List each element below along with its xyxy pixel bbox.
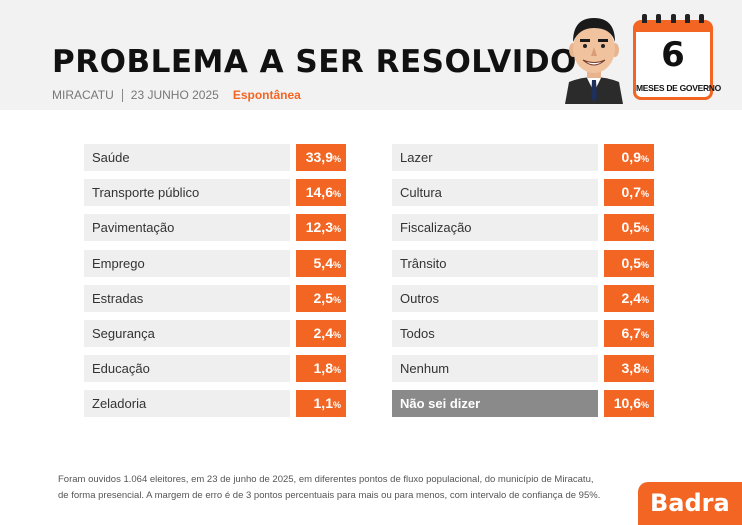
value-number: 33,9 [305,149,333,165]
right-column: Lazer 0,9% Cultura 0,7% Fiscalização 0,5% Trân… [392,144,654,426]
row-label: Cultura [392,179,598,207]
row-value: 33,9% [296,144,346,171]
months-number: 6 [661,35,685,75]
percent-unit: % [640,224,649,235]
row-value: 1,8% [296,355,346,383]
value-number: 10,6 [613,395,641,412]
row-value: 2,4% [604,284,654,312]
percent-unit: % [332,329,341,340]
row-value: 0,5% [604,249,654,277]
months-label: MESES DE GOVERNO [636,83,721,93]
value-number: 2,4 [621,289,641,306]
row-value: 1,1% [296,390,346,418]
percent-unit: % [640,154,649,164]
percent-unit: % [332,294,341,305]
row-value: 12,3% [296,214,346,242]
row-value: 3,8% [604,355,654,383]
value-number: 1,8 [313,360,333,377]
percent-unit: % [332,224,341,235]
brand-logo: Badra [638,482,742,525]
calendar-badge: 6 MESES DE GOVERNO [633,14,721,100]
city-label: MIRACATU [52,88,114,102]
percent-unit: % [640,294,649,305]
row-label: Zeladoria [84,390,290,418]
header-band: PROBLEMA A SER RESOLVIDO MIRACATU 23 JUN… [0,0,742,110]
date-label: 23 JUNHO 2025 [130,88,219,102]
percent-unit: % [332,400,341,411]
percent-unit: % [640,259,649,270]
value-number: 14,6 [305,184,333,201]
table-row: Pavimentação 12,3% [84,214,346,242]
page-title: PROBLEMA A SER RESOLVIDO [52,44,577,80]
percent-unit: % [332,259,341,270]
row-label: Educação [84,355,290,383]
footnote-line-1: Foram ouvidos 1.064 eleitores, em 23 de … [58,474,594,485]
row-value: 2,4% [296,319,346,347]
row-value: 10,6% [604,390,654,418]
mayor-caricature-icon [565,18,623,104]
value-number: 1,1 [313,395,333,412]
value-number: 2,5 [313,289,333,306]
percent-unit: % [332,154,341,164]
survey-type-label: Espontânea [232,88,301,102]
row-label: Segurança [84,319,290,347]
table-row: Fiscalização 0,5% [392,214,654,242]
row-label: Estradas [84,284,290,312]
calendar-rings-icon [642,14,704,28]
table-row: Estradas 2,5% [84,284,346,312]
row-label: Fiscalização [392,214,598,242]
table-row: Outros 2,4% [392,284,654,312]
value-number: 0,5 [621,219,641,236]
row-value: 0,9% [604,144,654,171]
value-number: 6,7 [621,324,641,341]
value-number: 3,8 [621,360,641,377]
percent-unit: % [640,189,649,200]
table-row: Todos 6,7% [392,319,654,347]
row-value: 2,5% [296,284,346,312]
row-label: Lazer [392,144,598,171]
value-number: 2,4 [313,324,333,341]
row-label: Pavimentação [84,214,290,242]
row-value: 0,5% [604,214,654,242]
row-label: Não sei dizer [392,390,598,418]
subtitle-line: MIRACATU 23 JUNHO 2025 Espontânea [52,88,301,102]
percent-unit: % [640,329,649,340]
row-value: 5,4% [296,249,346,277]
value-number: 5,4 [313,254,333,271]
separator [121,88,123,102]
value-number: 12,3 [305,219,333,236]
row-label: Transporte público [84,179,290,207]
table-row: Trânsito 0,5% [392,249,654,277]
table-row: Lazer 0,9% [392,144,654,171]
table-row: Transporte público 14,6% [84,179,346,207]
percent-unit: % [332,365,341,376]
calendar-top-bar [636,23,710,32]
table-row: Educação 1,8% [84,355,346,383]
table-row: Nenhum 3,8% [392,355,654,383]
table-row: Emprego 5,4% [84,249,346,277]
percent-unit: % [332,189,341,200]
value-number: 0,7 [621,184,641,201]
table-row: Cultura 0,7% [392,179,654,207]
value-number: 0,9 [621,149,641,165]
footnote-line-2: de forma presencial. A margem de erro é … [58,490,601,501]
table-row: Segurança 2,4% [84,319,346,347]
row-value: 14,6% [296,179,346,207]
row-label: Saúde [84,144,290,171]
left-column: Saúde 33,9% Transporte público 14,6% Pavimen… [84,144,346,426]
table-row: Zeladoria 1,1% [84,390,346,418]
row-value: 0,7% [604,179,654,207]
row-label: Nenhum [392,355,598,383]
row-label: Outros [392,284,598,312]
table-row: Saúde 33,9% [84,144,346,171]
percent-unit: % [640,400,649,411]
methodology-footnote: Foram ouvidos 1.064 eleitores, em 23 de … [58,472,600,504]
percent-unit: % [640,365,649,376]
row-label: Todos [392,319,598,347]
table-row: Não sei dizer 10,6% [392,390,654,418]
row-label: Trânsito [392,249,598,277]
row-value: 6,7% [604,319,654,347]
row-label: Emprego [84,249,290,277]
value-number: 0,5 [621,254,641,271]
